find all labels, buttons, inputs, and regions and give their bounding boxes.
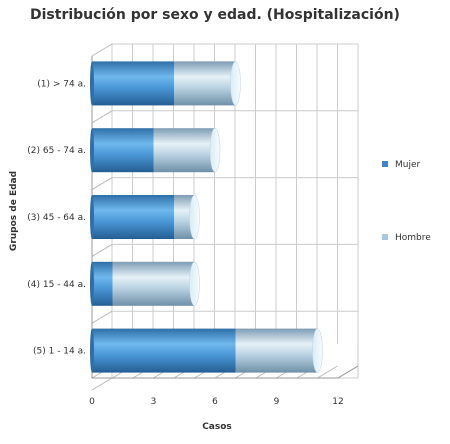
side-line: [91, 43, 113, 57]
category-label: (5) 1 - 14 a.: [33, 347, 86, 357]
legend-label-mujer: Mujer: [395, 160, 421, 170]
side-line: [91, 177, 113, 191]
bar-mujer: [92, 328, 236, 373]
x-axis-label: Casos: [202, 422, 232, 432]
category-label: (2) 65 - 74 a.: [27, 146, 86, 156]
bar-mujer: [92, 261, 113, 306]
bar-hombre: [112, 261, 195, 306]
bar-hombre: [235, 328, 318, 373]
bar-end-cap: [312, 328, 323, 373]
legend: Mujer Hombre: [382, 160, 431, 243]
bar-start-cap: [90, 195, 94, 239]
y-axis-label: Grupos de Edad: [9, 171, 19, 251]
bar-end-cap: [230, 61, 241, 106]
x-tick-label: 9: [274, 397, 280, 407]
bar-start-cap: [90, 61, 94, 106]
bar-hombre: [174, 61, 236, 106]
bar-mujer: [92, 61, 174, 106]
x-tick-label: 6: [212, 397, 218, 407]
bar-end-cap: [189, 194, 200, 240]
bar-hombre: [153, 128, 215, 173]
bar-mujer: [92, 128, 154, 173]
bar-start-cap: [90, 261, 94, 306]
legend-swatch-mujer: [382, 161, 388, 167]
side-line: [91, 110, 113, 124]
bar-end-cap: [189, 261, 200, 307]
x-tick-label: 3: [151, 397, 157, 407]
floor-line: [317, 365, 338, 379]
category-label: (1) > 74 a.: [37, 79, 86, 89]
category-label: (4) 15 - 44 a.: [27, 280, 86, 290]
bar-start-cap: [90, 128, 94, 173]
bar-start-cap: [90, 328, 94, 373]
side-line: [91, 377, 113, 391]
side-line: [91, 310, 113, 324]
x-tick-label: 0: [89, 397, 95, 407]
category-labels: (1) > 74 a. (2) 65 - 74 a. (3) 45 - 64 a. (…: [27, 79, 86, 356]
bar-mujer: [92, 195, 174, 239]
x-tick-label: 12: [332, 397, 343, 407]
bar-end-cap: [209, 127, 221, 173]
x-tick-labels: 0 3 6 9 12: [89, 397, 344, 407]
legend-swatch-hombre: [382, 234, 388, 240]
chart-title: Distribución por sexo y edad. (Hospitali…: [30, 7, 400, 23]
bar-hombre: [174, 195, 195, 239]
bars: [90, 61, 323, 373]
category-label: (3) 45 - 64 a.: [27, 213, 86, 223]
floor-edge: [337, 365, 359, 379]
side-line: [91, 243, 113, 257]
legend-label-hombre: Hombre: [395, 233, 431, 243]
